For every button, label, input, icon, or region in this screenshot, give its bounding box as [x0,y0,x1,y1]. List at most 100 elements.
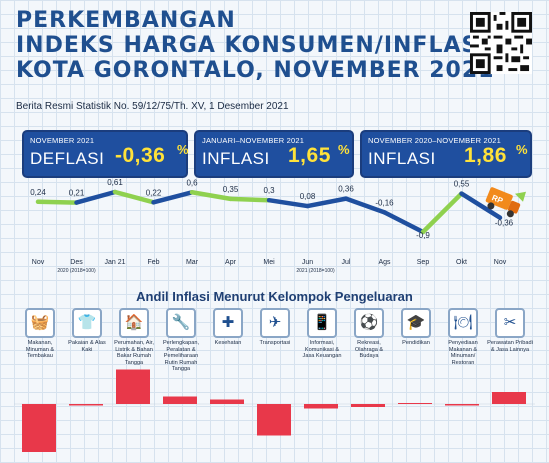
x-tick-label: Okt [456,259,467,266]
bar [163,396,197,404]
data-label: -0,9 [416,231,430,240]
bar [69,404,103,406]
line-segment [189,190,233,202]
trend-arrow-head [515,191,526,202]
x-tick-label: Jul [342,259,351,266]
bar [351,404,385,407]
x-tick-label: Apr [225,259,237,266]
data-label: 0,08 [300,192,316,201]
base-year-note: 2020 (2018=100) [57,268,96,274]
personal-care-icon: ✂ [495,308,525,338]
x-tick-label: Sep [417,259,430,266]
box-period-label: JANUARI–NOVEMBER 2021 [202,136,305,145]
restaurant-icon: 🍽 [448,308,478,338]
ytd-inflation-box: JANUARI–NOVEMBER 2021 INFLASI 1,65 % [194,130,354,178]
bar [492,392,526,404]
title: PERKEMBANGAN INDEKS HARGA KONSUMEN/INFLA… [16,8,494,83]
truck-rp-label: RP [491,193,505,206]
clothing-icon: 👕 [72,308,102,338]
recreation-icon: ⚽ [354,308,384,338]
bar [22,404,56,452]
title-line-1: PERKEMBANGAN [16,8,236,33]
data-label: 0,21 [69,189,85,198]
expenditure-group-item: 🍽 Penyediaan Makanan & Minuman/ Restoran [440,308,486,366]
expenditure-group-label: Informasi, Komunikasi & Jasa Keuangan [302,340,342,360]
line-segment [382,210,426,235]
title-line-2: INDEKS HARGA KONSUMEN/INFLASI [16,33,488,58]
base-year-note: 2021 (2018=100) [296,268,335,274]
data-label: 0,24 [30,188,46,197]
expenditure-group-label: Makanan, Minuman & Tembakau [25,340,55,360]
data-label: 0,35 [223,185,239,194]
box-percent-sign: % [338,142,350,157]
food-icon: 🧺 [25,308,55,338]
box-value: -0,36 [115,144,166,167]
data-label: 0,61 [107,178,123,187]
expenditure-group-label: Penyediaan Makanan & Minuman/ Restoran [448,340,478,366]
x-tick-label: Mei [263,259,275,266]
bar [210,399,244,404]
box-kind-label: INFLASI [368,149,436,168]
x-tick-label: Ags [378,259,391,266]
x-tick-label: Nov [494,259,507,266]
expenditure-group-item: 🧺 Makanan, Minuman & Tembakau [17,308,63,360]
bar [257,404,291,436]
x-tick-label: Nov [32,259,45,266]
x-tick-label: Feb [147,259,159,266]
expenditure-group-label: Pakaian & Alas Kaki [68,340,106,353]
expenditure-group-item: 🏠 Perumahan, Air, Listrik & Bahan Bakar R… [111,308,157,366]
subtitle: Berita Resmi Statistik No. 59/12/75/Th. … [16,101,289,112]
expenditure-group-item: 🎓 Pendidikan [393,308,439,347]
line-segment [305,196,349,209]
x-tick-label: Jan 21 [104,259,125,266]
graduation-icon: 🎓 [401,308,431,338]
tools-icon: 🔧 [166,308,196,338]
contribution-section-title: Andil Inflasi Menurut Kelompok Pengeluar… [136,289,413,304]
data-label: 0,6 [186,178,198,187]
expenditure-group-label: Perlengkapan, Peralatan & Pemeliharaan R… [162,340,200,373]
expenditure-group-item: 🔧 Perlengkapan, Peralatan & Pemeliharaan … [158,308,204,373]
data-label: -0,36 [495,219,514,228]
monthly-inflation-line-chart: 0,24 0,21 0,61 0,22 0,6 0,35 0,3 0,08 0,36 -0,16 -… [30,178,526,274]
line-segment [228,196,272,203]
title-line-3: KOTA GORONTALO, NOVEMBER 2021 [16,58,495,83]
expenditure-group-label: Pendidikan [402,340,430,346]
line-segment [35,199,79,205]
expenditure-group-item: 👕 Pakaian & Alas Kaki [64,308,110,353]
airplane-icon: ✈ [260,308,290,338]
contribution-bar-chart [14,369,535,452]
expenditure-group-label: Transportasi [259,340,291,346]
line-segment [112,189,156,205]
data-label: 0,22 [146,188,162,197]
phone-icon: 📱 [307,308,337,338]
box-value: 1,65 [288,144,331,167]
medical-kit-icon: ✚ [213,308,243,338]
bar [116,369,150,404]
qr-code-icon[interactable] [470,12,532,74]
monthly-deflation-box: NOVEMBER 2021 DEFLASI -0,36 % [22,130,189,178]
line-segment [459,191,503,220]
data-label: 0,36 [338,185,354,194]
bar [445,404,479,406]
expenditure-group-item: ⚽ Rekreasi, Olahraga & Budaya [346,308,392,360]
x-tick-label: Mar [186,259,199,266]
expenditure-group-label: Kesehatan [214,340,242,346]
line-segment [343,196,387,215]
delivery-truck-icon: RP [485,187,521,218]
data-label: 0,3 [263,186,275,195]
box-kind-label: INFLASI [202,149,270,168]
expenditure-group-item: ✚ Kesehatan [205,308,251,347]
expenditure-group-label: Perumahan, Air, Listrik & Bahan Bakar Ru… [114,340,154,366]
box-percent-sign: % [177,142,189,157]
bar [304,404,338,409]
expenditure-group-item: 📱 Informasi, Komunikasi & Jasa Keuangan [299,308,345,360]
yoy-inflation-box: NOVEMBER 2020–NOVEMBER 2021 INFLASI 1,86… [360,130,532,178]
box-percent-sign: % [516,142,528,157]
bar [398,403,432,404]
line-segment [420,191,464,235]
line-segment [74,189,118,205]
box-period-label: NOVEMBER 2020–NOVEMBER 2021 [368,136,501,145]
house-icon: 🏠 [119,308,149,338]
x-tick-label: Jun [302,259,313,266]
box-period-label: NOVEMBER 2021 [30,136,95,145]
